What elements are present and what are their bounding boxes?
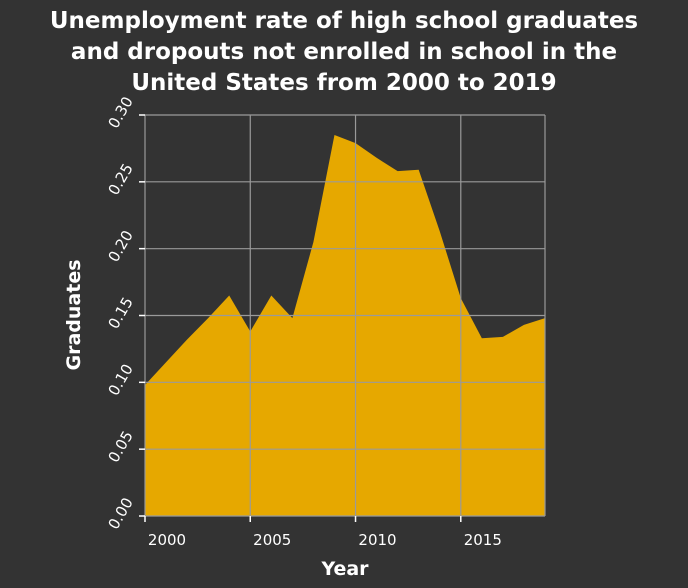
x-tick-label: 2010 xyxy=(358,531,396,549)
x-tick-label: 2015 xyxy=(464,531,502,549)
chart-title-line-2: and dropouts not enrolled in school in t… xyxy=(71,39,617,65)
y-tick-label: 0.05 xyxy=(105,428,137,466)
series-area xyxy=(145,135,545,517)
y-tick-label: 0.20 xyxy=(105,227,137,265)
y-tick-label: 0.10 xyxy=(105,361,137,399)
y-tick-label: 0.25 xyxy=(105,160,137,198)
x-tick-label: 2000 xyxy=(148,531,186,549)
chart-title-line-1: Unemployment rate of high school graduat… xyxy=(50,8,638,34)
plot-area: 0.00 0.05 0.10 0.15 0.20 0.25 0.30 2000 2005 2010… xyxy=(105,94,546,549)
chart-title-line-3: United States from 2000 to 2019 xyxy=(131,70,556,96)
x-axis-label: Year xyxy=(320,558,369,580)
y-tick-label: 0.00 xyxy=(105,495,137,533)
y-tick-label: 0.30 xyxy=(105,94,137,132)
x-tick-label: 2005 xyxy=(253,531,291,549)
y-tick-label: 0.15 xyxy=(105,294,137,332)
y-axis-label: Graduates xyxy=(63,259,85,370)
